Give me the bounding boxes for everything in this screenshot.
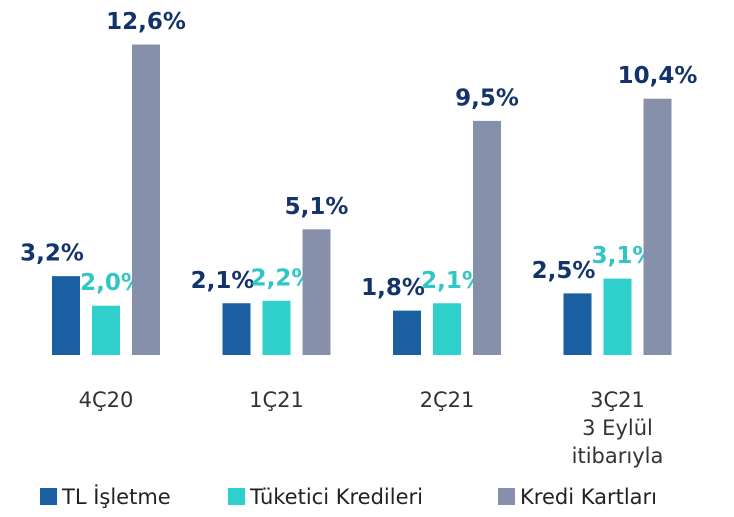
x-tick-label: 2Ç21 [420,388,475,412]
legend-label: TL İşletme [61,484,171,509]
bar [52,276,80,355]
bar [92,305,120,355]
legend-swatch [228,488,245,505]
value-label: 10,4% [618,63,698,89]
bar [302,229,331,355]
x-tick-label: 4Ç20 [79,388,134,412]
bar [563,293,592,355]
value-label: 2,5% [532,258,596,284]
legend-swatch [498,488,515,505]
bar [473,120,501,356]
bar [603,278,632,355]
legend-label: Kredi Kartları [520,485,657,509]
bar [262,300,291,355]
bar [132,44,160,355]
bar [433,303,461,355]
x-tick-label: 1Ç21 [249,388,304,412]
x-tick-label: 3Ç21 3 Eylül itibarıyla [572,388,664,468]
value-label: 2,1% [191,268,255,294]
legend-label: Tüketici Kredileri [249,485,423,509]
value-label: 12,6% [106,9,186,35]
legend-swatch [40,488,57,505]
value-label: 1,8% [361,275,425,301]
bar [393,310,421,355]
value-label: 3,2% [20,241,84,267]
bar [643,98,672,355]
value-label: 9,5% [455,85,519,111]
bar [222,303,251,355]
value-label: 5,1% [285,194,349,220]
